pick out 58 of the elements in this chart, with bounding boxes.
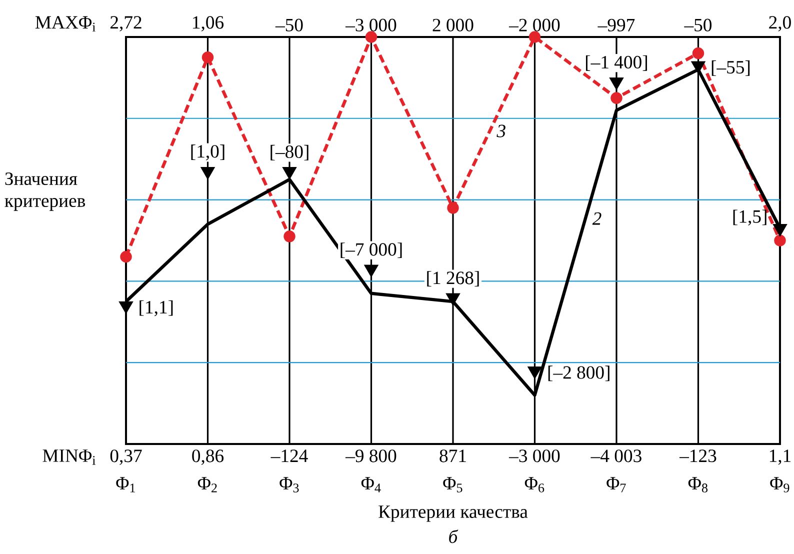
text: –50 [275,18,303,32]
point [446,293,460,306]
annotation: [1,0] [191,144,224,160]
point [202,51,214,64]
text: 1,06 [193,16,224,32]
point [774,234,786,246]
text: 0,37 [110,450,142,465]
x-tick-label: Φ$_{7}$ [606,477,626,492]
series-label: 3 [496,124,506,138]
annotation: [–80] [270,144,308,160]
y-axis-title: Значения критериев [4,172,86,211]
annotation: [–7 000] [340,242,402,258]
text: –124 [270,450,308,462]
point [118,301,134,314]
text: MINΦ$_{i}$ [42,450,96,465]
text: –2 000 [508,18,560,32]
x-tick-label: Φ$_{5}$ [443,477,462,492]
point [120,250,132,263]
text: 2,72 [110,16,142,32]
point [284,230,296,242]
annotation: [–55] [712,60,750,76]
text: –3 000 [508,450,560,462]
x-tick-label: Φ$_{4}$ [361,477,381,492]
text: –123 [679,450,716,462]
annotation: [1,1] [140,300,173,316]
annotation: [–1 400] [586,55,647,71]
annotation: [–2 800] [548,366,610,382]
text: 2 000 [432,18,474,32]
text: 1,1 [770,450,791,465]
x-tick-label: Φ$_{1}$ [116,477,135,492]
x-tick-label: Φ$_{9}$ [770,477,790,492]
series-label: 2 [592,212,602,225]
text: 2,0 [769,16,791,32]
x-tick-label: Φ$_{6}$ [524,477,544,492]
point [610,92,622,104]
text: 871 [440,450,466,462]
point [447,202,459,214]
x-axis-title: Критерии качества [378,506,528,522]
annotation: [1 268] [427,271,479,287]
point [364,264,378,278]
annotation: [1,5] [733,210,766,226]
text: –50 [684,18,712,32]
point [365,31,378,43]
text: –9 800 [345,450,396,462]
x-tick-label: Φ$_{3}$ [280,477,299,492]
point [200,167,215,180]
text: –997 [598,18,635,32]
point [692,47,704,60]
point [528,366,542,379]
text: б [449,530,458,544]
text: –4 003 [590,450,642,462]
point [282,167,297,180]
point [528,31,541,43]
text: 0,86 [192,450,224,465]
text: MAXΦ$_{i}$ [35,16,96,32]
text: –3 000 [345,18,396,32]
x-tick-label: Φ$_{2}$ [198,477,217,492]
x-tick-label: Φ$_{8}$ [688,477,708,492]
